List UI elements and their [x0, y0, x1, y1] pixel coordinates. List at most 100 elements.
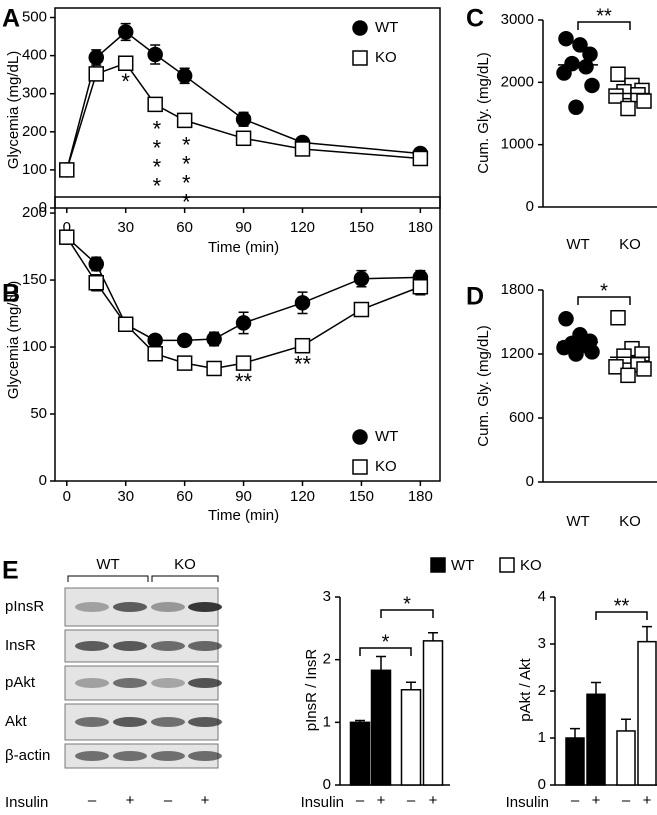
x-tick-label: WT [566, 513, 589, 530]
x-tick-label: 0 [63, 488, 71, 505]
marker [117, 24, 134, 40]
bar [422, 640, 444, 786]
marker [636, 361, 652, 377]
bar [565, 737, 585, 786]
marker [88, 256, 104, 272]
marker [235, 130, 252, 147]
bar [637, 640, 657, 786]
y-tick-label: 0 [538, 776, 546, 793]
significance-bracket [577, 296, 631, 305]
row-label: pInsR [5, 598, 44, 615]
marker [584, 344, 600, 360]
x-tick-label: + [377, 792, 386, 809]
marker [610, 66, 626, 82]
y-tick-label: 200 [22, 123, 47, 140]
x-tick-label: – [407, 792, 416, 809]
marker [412, 279, 429, 295]
legend-label: WT [375, 428, 398, 445]
blot-band [188, 751, 222, 761]
group-label: KO [174, 556, 196, 573]
marker [608, 359, 624, 375]
marker [206, 331, 222, 347]
marker [636, 93, 652, 109]
series-line [66, 236, 421, 342]
significance: * [600, 280, 608, 302]
panel-letter: C [466, 5, 484, 33]
y-tick-label: 1200 [501, 345, 534, 362]
marker [88, 274, 104, 291]
y-axis-title: Glycemia (mg/dL) [5, 281, 22, 399]
y-tick-label: 1800 [501, 281, 534, 298]
row-label: β-actin [5, 747, 50, 764]
x-axis-title: Time (min) [208, 507, 279, 524]
marker [59, 162, 75, 178]
y-tick-label: 3 [538, 635, 546, 652]
row-label: InsR [5, 637, 36, 654]
x-tick-label: KO [619, 513, 641, 530]
legend-label: KO [520, 557, 542, 574]
x-tick-label: + [592, 792, 601, 809]
significance-bracket [380, 609, 434, 618]
marker [578, 59, 594, 75]
significance-bracket [359, 647, 412, 656]
marker [59, 229, 75, 245]
marker [620, 367, 636, 384]
y-tick-label: 0 [323, 776, 331, 793]
marker [412, 150, 429, 167]
marker [294, 141, 311, 157]
significance: * [403, 593, 411, 615]
marker [147, 332, 163, 349]
x-tick-label: 30 [117, 219, 134, 236]
marker [568, 346, 584, 362]
marker [176, 332, 193, 349]
x-tick-label: 60 [176, 219, 193, 236]
x-tick-label: KO [619, 236, 641, 253]
y-tick-label: 500 [22, 8, 47, 25]
blot-band [188, 678, 222, 688]
x-tick-label: 60 [176, 488, 193, 505]
error-bar [642, 625, 652, 642]
x-tick-label: 180 [408, 488, 433, 505]
marker [558, 30, 574, 47]
legend-swatch [430, 557, 446, 573]
x-axis-title: Time (min) [208, 239, 279, 256]
x-tick-label: 90 [235, 219, 252, 236]
blot-band [75, 602, 109, 612]
significance: ** [596, 5, 612, 27]
blot-band [113, 678, 147, 688]
panel-letter: E [2, 557, 19, 585]
x-tick-label: 150 [349, 219, 374, 236]
y-tick-label: 300 [22, 85, 47, 102]
y-tick-label: 1 [538, 729, 546, 746]
y-axis-title: Glycemia (mg/dL) [5, 51, 22, 169]
x-tick-label: – [571, 792, 580, 809]
marker [568, 99, 584, 116]
y-tick-label: 2000 [501, 73, 534, 90]
y-tick-label: 0 [39, 472, 47, 489]
legend-marker [352, 50, 368, 66]
lane-label: + [126, 792, 135, 809]
legend-label: WT [451, 557, 474, 574]
marker [608, 88, 624, 104]
blot-band [113, 717, 147, 727]
y-tick-label: 0 [526, 198, 534, 215]
bar [586, 693, 606, 786]
y-tick-label: 400 [22, 47, 47, 64]
legend-label: KO [375, 49, 397, 66]
y-axis-title: pAkt / Akt [517, 657, 534, 721]
x-tick-label: 0 [63, 219, 71, 236]
significance: * [121, 69, 130, 94]
marker [353, 270, 370, 287]
blot-band [151, 751, 185, 761]
marker [147, 96, 163, 113]
significance-bracket [577, 21, 631, 30]
group-label: WT [96, 556, 119, 573]
blot-band [113, 602, 147, 612]
bar [349, 721, 371, 786]
marker [147, 46, 163, 63]
x-tick-label: 180 [408, 219, 433, 236]
significance: * [382, 631, 390, 653]
error-bar [570, 727, 580, 738]
marker [584, 77, 600, 94]
significance: ** [614, 595, 630, 617]
